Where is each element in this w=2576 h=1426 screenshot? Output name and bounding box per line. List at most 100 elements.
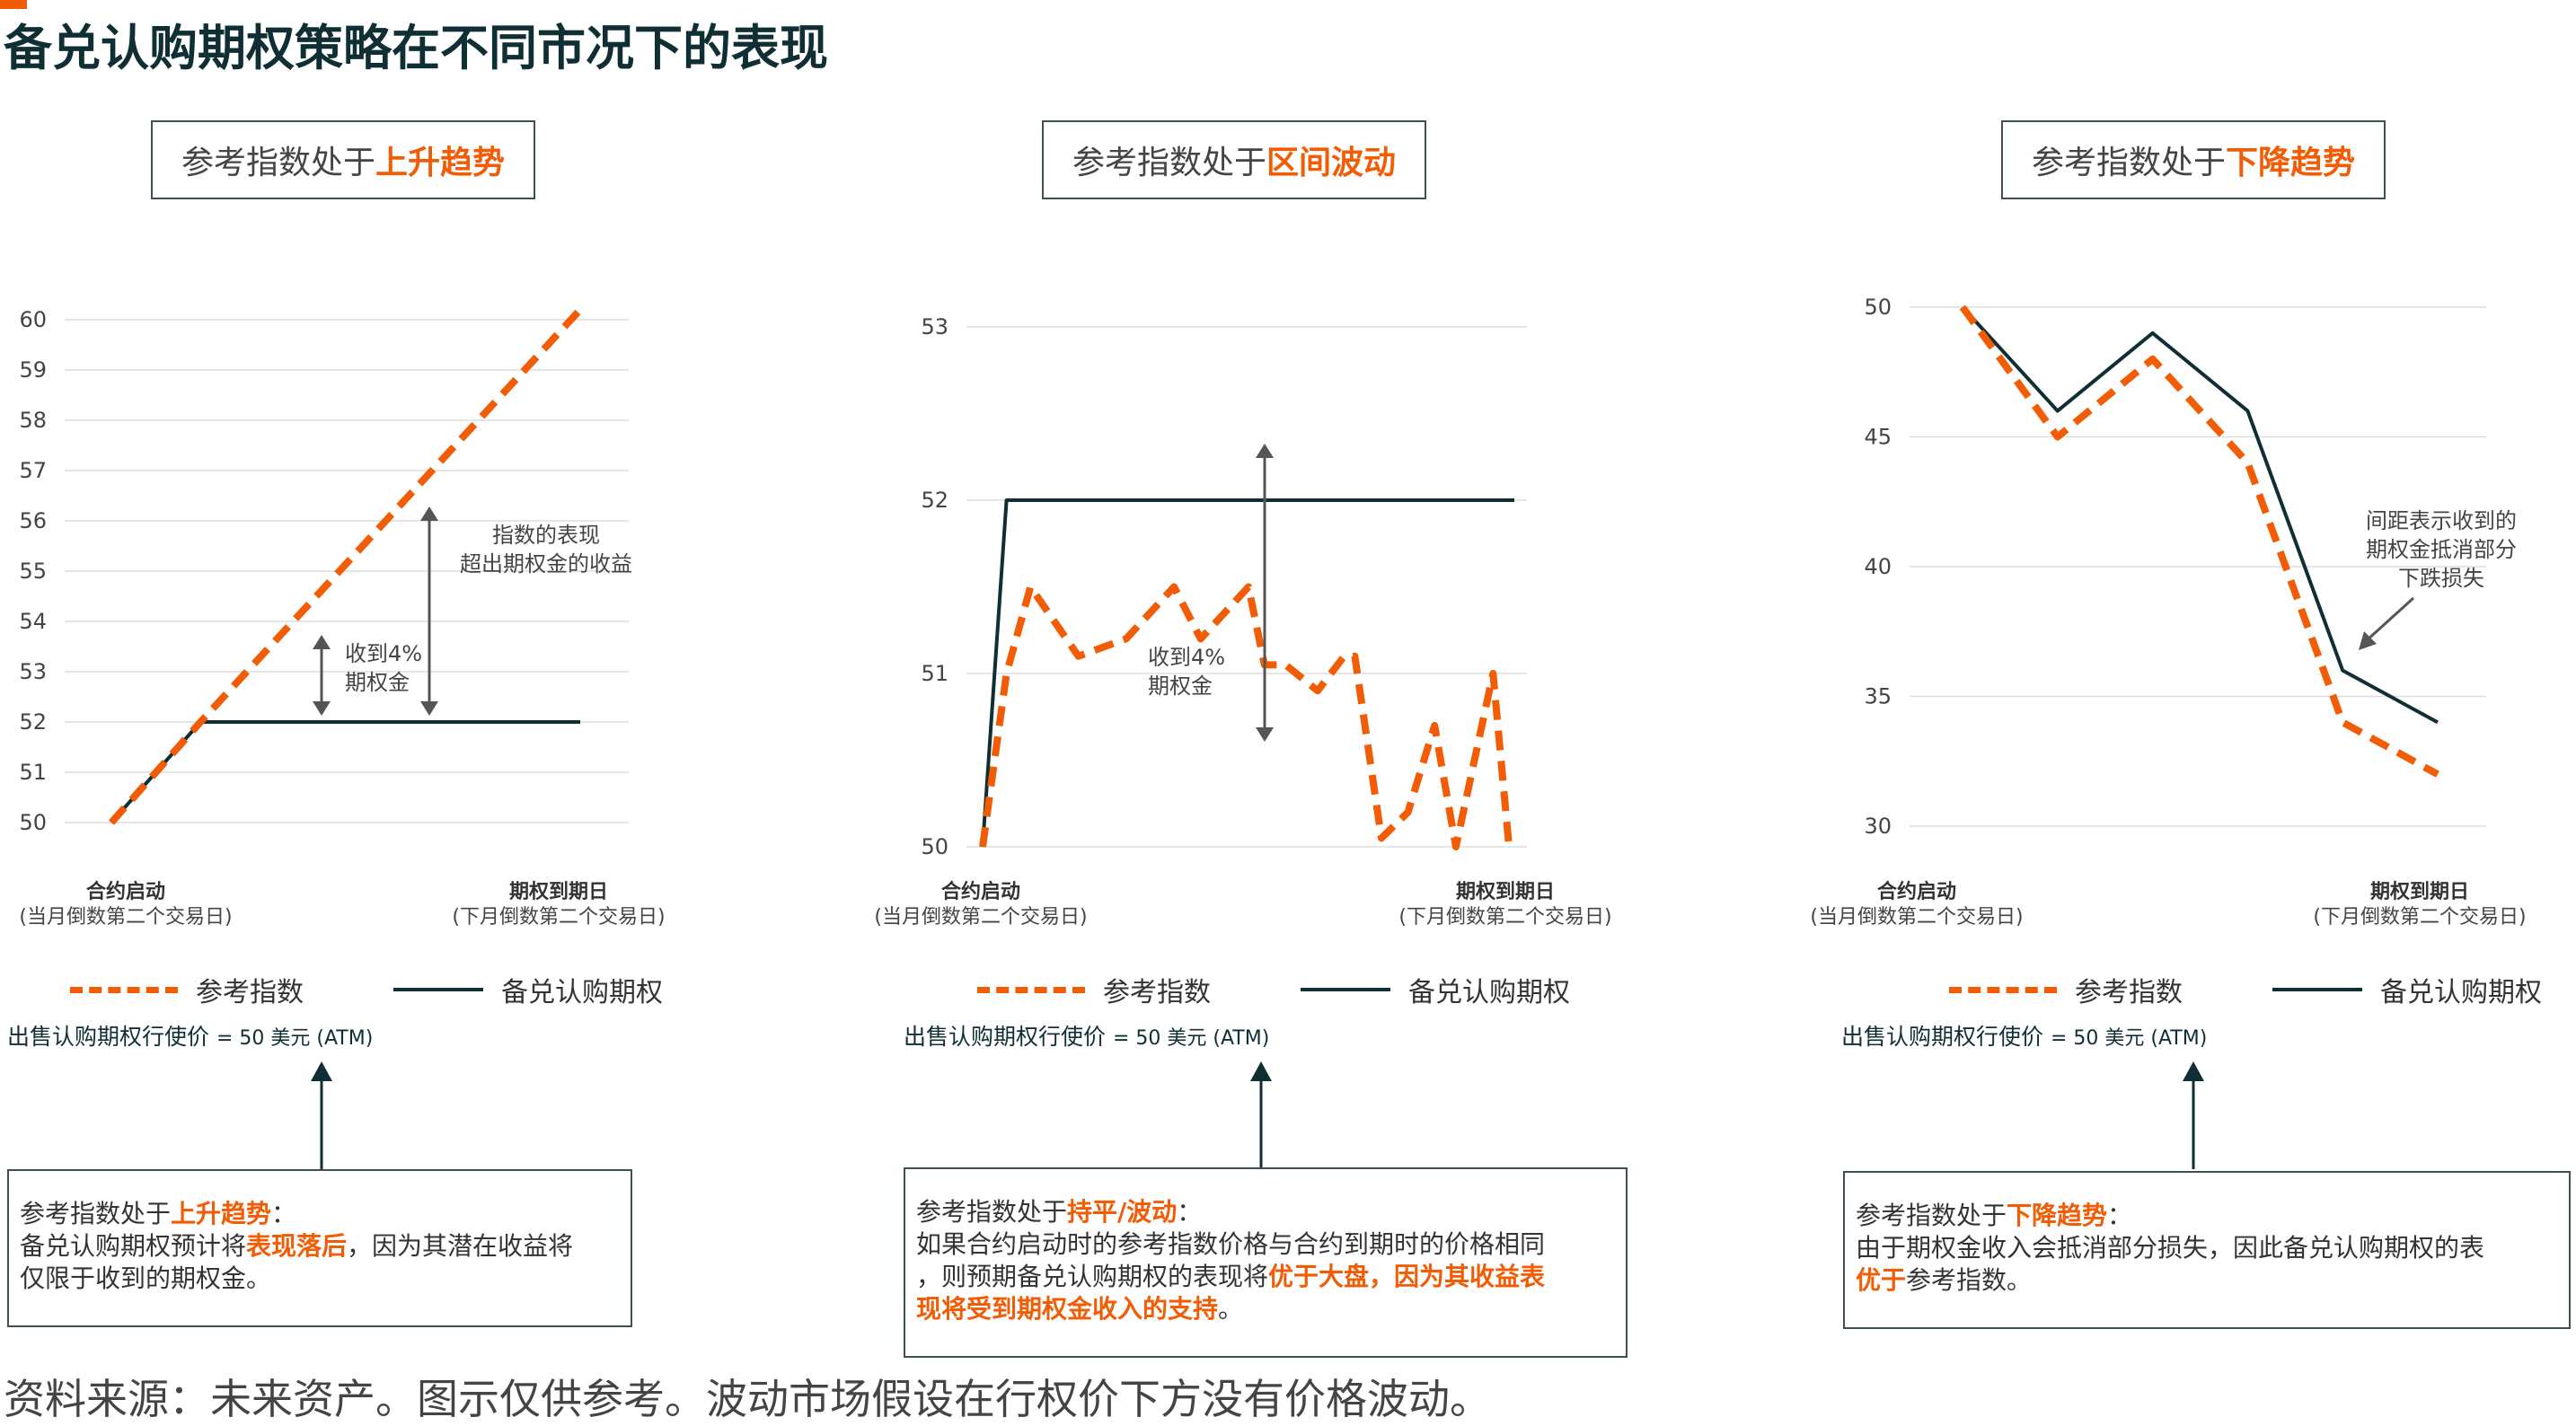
legend-label-covered-call: 备兑认购期权 <box>501 977 663 1008</box>
x-label-start-title: 合约启动 <box>941 880 1020 903</box>
excess-arrow-head-down <box>420 701 438 716</box>
excess-arrow-head-up <box>420 506 438 521</box>
gap-arrow-shaft <box>2364 596 2415 643</box>
premium-arrow-head-up <box>313 635 331 649</box>
y-tick-label: 52 <box>921 488 948 513</box>
x-label-end-sub: (下月倒数第二个交易日) <box>2313 906 2526 929</box>
series-line-covered-call <box>981 498 1514 848</box>
legend: 参考指数 备兑认购期权 <box>70 972 663 1008</box>
y-tick-label: 60 <box>19 307 47 332</box>
note-emphasis: 上升趋势 <box>171 1199 272 1228</box>
panel-header: 参考指数处于 上升趋势 <box>151 120 535 199</box>
y-tick-label: 56 <box>19 508 47 533</box>
x-label-end-sub: (下月倒数第二个交易日) <box>1398 906 1611 929</box>
annotation-premium-line2: 期权金 <box>1148 673 1213 699</box>
y-tick-label: 54 <box>19 609 47 634</box>
note-line: 仅限于收到的期权金。 <box>20 1263 272 1293</box>
note-line: 优于参考指数。 <box>1856 1264 2569 1297</box>
panel-header: 参考指数处于 下降趋势 <box>2001 120 2386 199</box>
page-title: 备兑认购期权策略在不同市况下的表现 <box>4 20 828 76</box>
annotation-gap-line3: 下跌损失 <box>2398 566 2484 591</box>
y-tick-label: 51 <box>19 760 47 785</box>
chart-uptrend: 50 51 52 53 54 55 56 57 58 59 60 合约启动 (当月倒数第二个交易日) 期权… <box>19 307 666 1169</box>
x-label-start-title: 合约启动 <box>86 880 165 903</box>
strike-label-main: 出售认购期权行使价 <box>1841 1024 2051 1050</box>
strike-label-value: = 50 美元 (ATM) <box>216 1027 374 1050</box>
y-tick-label: 45 <box>1864 425 1892 450</box>
legend-label-index: 参考指数 <box>2075 977 2183 1008</box>
note-line: 参考指数处于持平/波动： <box>916 1196 1626 1228</box>
series-line-covered-call <box>1961 305 2439 725</box>
y-tick-label: 50 <box>1864 295 1892 320</box>
panel-downtrend: 参考指数处于 下降趋势 30 35 40 45 50 合约启动 (当月倒数第二个交易日) 期权到… <box>1717 0 2576 1424</box>
note-colon: ： <box>2107 1201 2133 1230</box>
source-note: 资料来源：未来资产。图示仅供参考。波动市场假设在行权价下方没有价格波动。 <box>4 1375 1491 1423</box>
chart-downtrend: 30 35 40 45 50 合约启动 (当月倒数第二个交易日) 期权到期日 (下月倒数第二个交… <box>1810 295 2527 1169</box>
pointer-arrow-head <box>311 1061 332 1081</box>
strike-label: 出售认购期权行使价 = 50 美元 (ATM) <box>904 1019 1269 1052</box>
annotation-excess-line1: 指数的表现 <box>492 523 600 548</box>
premium-arrow-head-down <box>1256 727 1274 742</box>
note-box: 参考指数处于上升趋势： 备兑认购期权预计将表现落后，因为其潜在收益将 仅限于收到… <box>7 1169 632 1327</box>
legend-swatch-index <box>70 986 178 993</box>
legend-label-index: 参考指数 <box>196 977 304 1008</box>
y-tick-label: 57 <box>19 458 47 483</box>
header-emphasis: 区间波动 <box>1266 145 1397 181</box>
y-tick-label: 50 <box>921 834 948 859</box>
x-label-end-sub: (下月倒数第二个交易日) <box>452 906 665 929</box>
note-emphasis: 表现落后 <box>246 1231 348 1261</box>
x-label-start-sub: (当月倒数第二个交易日) <box>19 906 232 929</box>
series-line-index <box>109 307 583 825</box>
legend-swatch-covered-call <box>1301 988 1390 991</box>
strike-label-value: = 50 美元 (ATM) <box>1112 1027 1270 1050</box>
y-tick-label: 51 <box>921 661 948 686</box>
y-tick-label: 35 <box>1864 684 1892 709</box>
x-label-end-title: 期权到期日 <box>2370 880 2469 903</box>
note-line: 备兑认购期权预计将表现落后，因为其潜在收益将 <box>20 1230 631 1263</box>
note-text: ，则预期备兑认购期权的表现将 <box>916 1262 1269 1291</box>
premium-arrow-head-down <box>313 701 331 716</box>
panel-range: 参考指数处于 区间波动 50 51 52 53 合约启动 (当月倒数第二个交易日) 期权到期日… <box>859 0 1717 1424</box>
x-label-start-title: 合约启动 <box>1877 880 1956 903</box>
header-prefix: 参考指数处于 <box>2031 145 2226 181</box>
premium-arrow-head-up <box>1256 444 1274 458</box>
pointer-arrow-head <box>1250 1061 1272 1081</box>
annotation-premium-line2: 期权金 <box>345 670 410 695</box>
strike-label-main: 出售认购期权行使价 <box>904 1024 1113 1050</box>
note-line: 参考指数处于上升趋势： <box>20 1198 631 1230</box>
note-line: 现将受到期权金收入的支持。 <box>916 1293 1626 1325</box>
series-line-index <box>1959 304 2439 778</box>
header-prefix: 参考指数处于 <box>1072 145 1266 181</box>
note-text: 参考指数。 <box>1906 1265 2033 1295</box>
note-colon: ： <box>1177 1197 1203 1227</box>
pointer-arrow-head <box>2183 1061 2204 1081</box>
y-tick-label: 40 <box>1864 554 1892 579</box>
x-label-end-title: 期权到期日 <box>1456 880 1555 903</box>
y-tick-label: 53 <box>921 314 948 339</box>
strike-label: 出售认购期权行使价 = 50 美元 (ATM) <box>7 1019 373 1052</box>
note-prefix: 参考指数处于 <box>1856 1201 2007 1230</box>
accent-bar <box>0 0 27 9</box>
note-line: 如果合约启动时的参考指数价格与合约到期时的价格相同 <box>916 1229 1546 1259</box>
panel-uptrend: 参考指数处于 上升趋势 50 51 52 53 54 55 56 57 58 59 60 合约启动 (当月… <box>0 0 859 1424</box>
legend-swatch-index <box>1949 986 2057 993</box>
note-line: 由于期权金收入会抵消部分损失，因此备兑认购期权的表 <box>1856 1233 2485 1263</box>
strike-label-main: 出售认购期权行使价 <box>7 1024 216 1050</box>
note-emphasis: 优于大盘，因为其收益表 <box>1268 1262 1546 1291</box>
legend-swatch-covered-call <box>2272 988 2362 991</box>
header-prefix: 参考指数处于 <box>181 145 375 181</box>
y-tick-label: 50 <box>19 810 47 835</box>
chart-range: 50 51 52 53 合约启动 (当月倒数第二个交易日) 期权到期日 (下月倒数第二个交易日… <box>874 314 1612 1167</box>
x-label-start-sub: (当月倒数第二个交易日) <box>1810 906 2023 929</box>
header-emphasis: 上升趋势 <box>375 145 506 181</box>
note-emphasis: 下降趋势 <box>2007 1201 2108 1230</box>
note-prefix: 参考指数处于 <box>20 1199 172 1228</box>
x-label-start-sub: (当月倒数第二个交易日) <box>874 906 1087 929</box>
legend-swatch-index <box>977 986 1085 993</box>
note-prefix: 参考指数处于 <box>916 1197 1068 1227</box>
y-tick-label: 58 <box>19 408 47 433</box>
x-label-end-title: 期权到期日 <box>509 880 608 903</box>
annotation-excess-line2: 超出期权金的收益 <box>460 551 632 577</box>
note-emphasis: 现将受到期权金收入的支持 <box>916 1294 1219 1324</box>
header-emphasis: 下降趋势 <box>2226 145 2356 181</box>
